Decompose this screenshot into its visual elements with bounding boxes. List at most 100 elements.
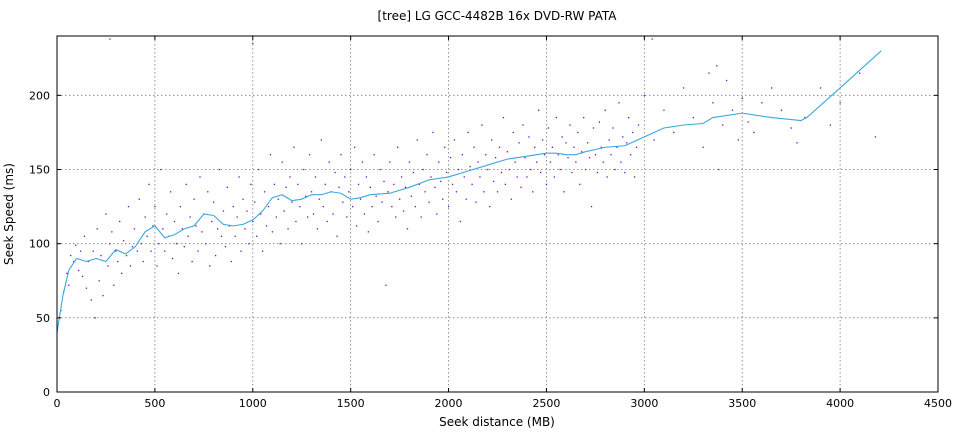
data-point bbox=[240, 250, 242, 252]
data-point bbox=[177, 272, 180, 275]
data-point bbox=[154, 205, 156, 208]
x-axis-label: Seek distance (MB) bbox=[439, 415, 555, 429]
data-point bbox=[258, 168, 260, 171]
data-point bbox=[532, 191, 534, 193]
data-point bbox=[402, 210, 405, 212]
data-point bbox=[716, 65, 718, 67]
data-point bbox=[432, 131, 434, 134]
data-point bbox=[164, 250, 166, 252]
data-point bbox=[630, 154, 632, 156]
data-point bbox=[283, 210, 285, 212]
data-point bbox=[399, 198, 401, 200]
data-point bbox=[579, 183, 581, 186]
data-point bbox=[520, 186, 522, 188]
data-point bbox=[246, 210, 248, 212]
data-point bbox=[434, 186, 436, 188]
data-point bbox=[383, 180, 385, 183]
data-point bbox=[494, 157, 497, 159]
data-point bbox=[267, 205, 270, 208]
data-point bbox=[77, 269, 80, 272]
data-point bbox=[722, 124, 724, 126]
data-point bbox=[250, 183, 252, 186]
data-point bbox=[577, 131, 579, 134]
data-point bbox=[586, 142, 589, 144]
data-point bbox=[624, 171, 626, 174]
x-tick-label: 4000 bbox=[826, 397, 854, 410]
x-tick-label: 2000 bbox=[435, 397, 463, 410]
data-point bbox=[98, 280, 100, 282]
data-point bbox=[518, 142, 520, 144]
data-point bbox=[761, 102, 763, 104]
data-point bbox=[350, 168, 352, 171]
data-point bbox=[334, 171, 336, 174]
data-point bbox=[242, 198, 244, 200]
data-point bbox=[504, 183, 507, 186]
data-point bbox=[702, 146, 704, 148]
data-point bbox=[567, 157, 569, 159]
data-point bbox=[539, 171, 542, 174]
data-point bbox=[220, 235, 223, 237]
data-point bbox=[166, 213, 168, 215]
y-tick-label: 150 bbox=[29, 164, 50, 177]
data-point bbox=[414, 205, 416, 208]
data-point bbox=[355, 225, 358, 227]
data-point bbox=[301, 243, 303, 245]
data-point bbox=[261, 250, 264, 252]
data-point bbox=[136, 250, 138, 252]
data-point bbox=[428, 201, 430, 203]
data-point bbox=[305, 195, 307, 197]
y-tick-label: 200 bbox=[29, 89, 50, 102]
data-point bbox=[420, 216, 422, 218]
data-point bbox=[545, 183, 548, 186]
data-point bbox=[299, 205, 301, 208]
data-point bbox=[90, 299, 92, 301]
y-tick-label: 100 bbox=[29, 238, 50, 251]
data-point bbox=[804, 116, 806, 119]
data-point bbox=[289, 176, 291, 178]
data-point bbox=[418, 183, 420, 186]
data-point bbox=[131, 246, 134, 248]
data-point bbox=[608, 139, 610, 141]
data-point bbox=[336, 235, 338, 237]
data-point bbox=[780, 109, 783, 111]
data-point bbox=[477, 161, 479, 163]
data-point bbox=[75, 244, 77, 246]
data-point bbox=[440, 180, 442, 183]
data-point bbox=[195, 225, 197, 227]
data-point bbox=[353, 146, 356, 148]
data-point bbox=[588, 157, 591, 159]
data-point bbox=[142, 260, 144, 263]
data-point bbox=[391, 205, 393, 208]
data-point bbox=[453, 139, 456, 141]
data-point bbox=[530, 168, 532, 171]
data-point bbox=[152, 225, 154, 227]
data-point bbox=[162, 228, 164, 230]
data-point bbox=[175, 243, 178, 245]
x-tick-label: 2500 bbox=[532, 397, 560, 410]
data-point bbox=[373, 154, 375, 156]
data-point bbox=[543, 154, 546, 156]
data-point bbox=[236, 216, 238, 218]
data-point bbox=[113, 284, 115, 286]
data-point bbox=[400, 176, 403, 178]
data-point bbox=[359, 198, 362, 200]
data-point bbox=[150, 250, 152, 252]
data-point bbox=[211, 220, 213, 223]
data-point bbox=[105, 213, 107, 215]
data-point bbox=[263, 191, 266, 193]
data-point bbox=[444, 146, 446, 148]
data-point bbox=[369, 186, 371, 188]
data-point bbox=[307, 216, 309, 218]
data-point bbox=[604, 109, 606, 111]
data-point bbox=[622, 136, 624, 138]
data-point bbox=[371, 205, 373, 208]
data-point bbox=[610, 154, 612, 156]
data-point bbox=[469, 165, 471, 168]
data-point bbox=[173, 220, 176, 223]
data-point bbox=[551, 146, 554, 148]
data-point bbox=[171, 257, 174, 260]
data-point bbox=[569, 124, 571, 126]
data-point bbox=[663, 109, 665, 111]
data-point bbox=[252, 220, 254, 223]
